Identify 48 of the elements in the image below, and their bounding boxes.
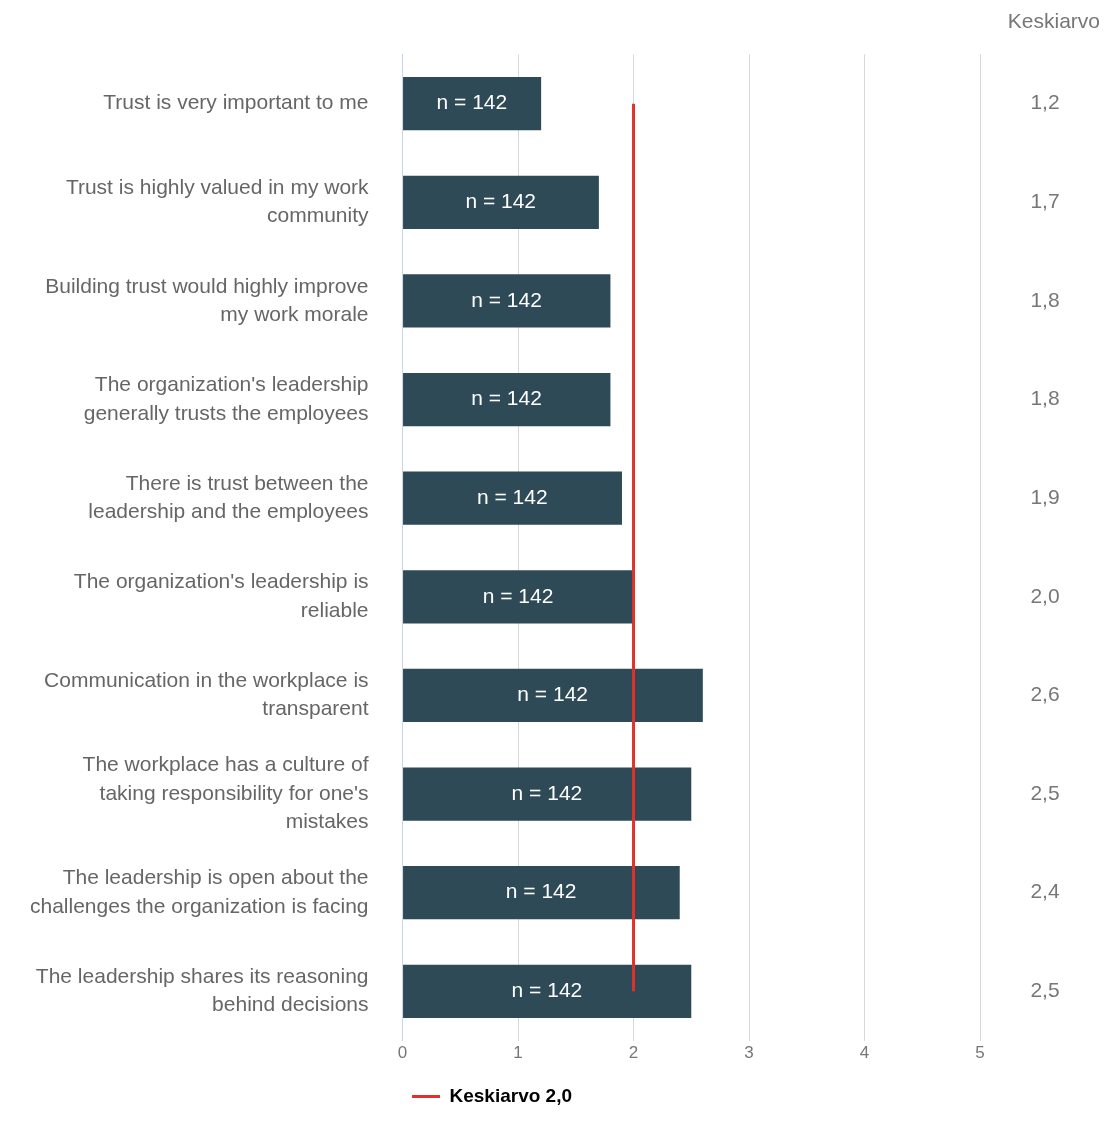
data-label: 1,9 — [1030, 484, 1060, 508]
bar — [403, 570, 634, 624]
y-tick-label: The organization's leadership is reliable — [73, 569, 369, 621]
data-label: 2,5 — [1030, 780, 1060, 804]
data-label: 1,8 — [1030, 287, 1060, 311]
x-tick-label: 3 — [744, 1043, 754, 1063]
data-label: 2,0 — [1030, 583, 1060, 607]
bar — [403, 767, 692, 821]
annotation: n = 142 — [476, 484, 548, 508]
y-tick-label: Trust is very important to me — [103, 90, 369, 114]
x-tick-label: 0 — [397, 1043, 408, 1063]
data-label: 1,8 — [1030, 386, 1060, 410]
annotation: n = 142 — [436, 90, 508, 114]
annotation: n = 142 — [511, 978, 583, 1002]
text: Keskiarvo — [1007, 8, 1100, 32]
y-tick-label: Building trust would highly improve my work morale — [45, 273, 369, 325]
bar — [403, 372, 611, 427]
annotation: n = 142 — [517, 682, 589, 706]
data-label: 2,4 — [1030, 879, 1060, 903]
y-tick-label: The leadership shares its reasoning behind decisions — [35, 963, 369, 1016]
y-tick-label: The workplace has a culture of taking responsibility for one's mistakes — [82, 752, 369, 833]
y-tick-label: The leadership is open about the challenges the organization is facing — [29, 865, 369, 917]
bar — [403, 77, 542, 131]
x-tick-label: 5 — [975, 1043, 985, 1063]
y-tick-label: Trust is highly valued in my work community — [65, 174, 370, 227]
bar — [403, 175, 599, 229]
data-label: 2,6 — [1030, 682, 1060, 706]
annotation: n = 142 — [482, 583, 554, 607]
bar — [403, 866, 680, 920]
bar — [403, 668, 703, 723]
data-label: 1,7 — [1030, 189, 1060, 213]
annotation: n = 142 — [471, 386, 542, 410]
annotation: n = 142 — [471, 287, 542, 311]
annotation: n = 142 — [505, 879, 577, 903]
x-tick-label: 4 — [859, 1043, 870, 1063]
y-tick-label: Communication in the workplace is transparent — [44, 668, 369, 720]
bar — [403, 964, 692, 1018]
annotation: n = 142 — [511, 780, 583, 804]
bar — [403, 274, 611, 328]
data-label: 1,2 — [1030, 90, 1060, 114]
annotation: n = 142 — [465, 189, 537, 213]
y-tick-label: The organization's leadership generally trusts the employees — [83, 372, 369, 424]
x-tick-label: 2 — [628, 1043, 639, 1063]
x-tick-label: 1 — [513, 1043, 523, 1063]
legend-label: Keskiarvo 2,0 — [449, 1084, 573, 1106]
y-tick-label: There is trust between the leadership and the employees — [88, 470, 369, 523]
data-label: 2,5 — [1030, 978, 1060, 1002]
bar — [403, 471, 622, 525]
